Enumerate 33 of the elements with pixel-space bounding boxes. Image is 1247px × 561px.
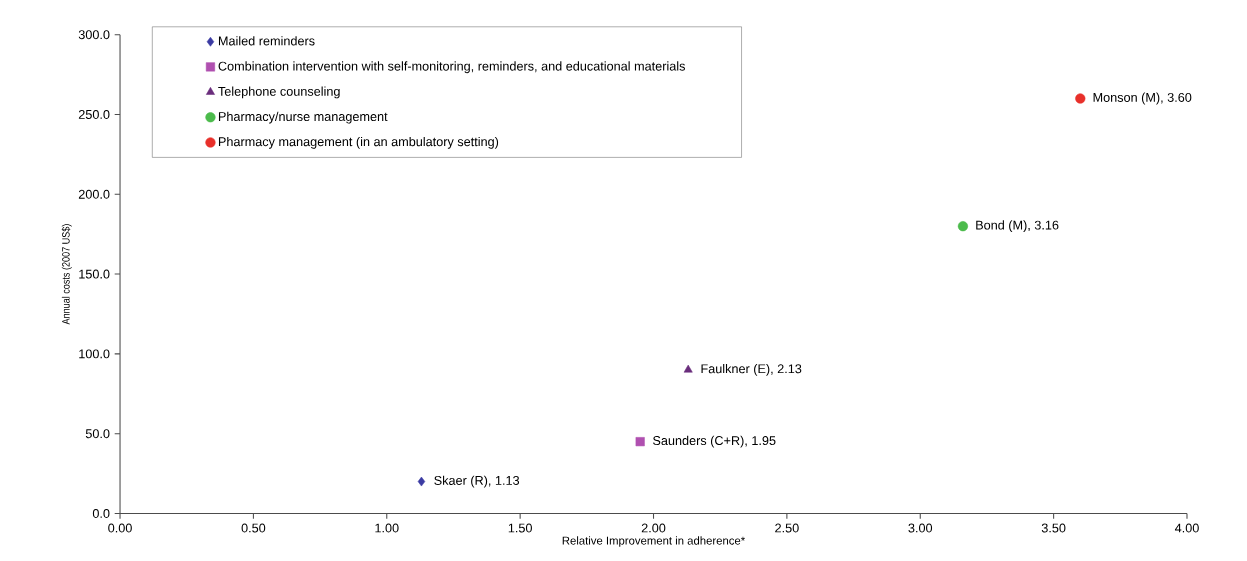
y-tick-label: 100.0 (79, 349, 110, 359)
point (417, 476, 426, 487)
x-tick-label: 2.00 (641, 523, 666, 533)
x-tick-label: 1.50 (508, 523, 532, 533)
x-tick-label: 4.00 (1174, 523, 1199, 533)
x-tick-label: 3.50 (1041, 523, 1066, 533)
legend-label: Pharmacy/nurse management (218, 111, 388, 124)
y-tick-label: 250.0 (78, 109, 110, 119)
point (957, 220, 968, 232)
y-tick-label: 300.0 (78, 29, 110, 39)
annotation: Faulkner (E), 2.13 (701, 363, 802, 376)
annotation: Bond (M), 3.16 (976, 220, 1059, 232)
annotation: Monson (M), 3.60 (1093, 92, 1192, 105)
annotation: Saunders (C+R), 1.95 (653, 435, 776, 448)
x-tick-label: 0.50 (241, 523, 266, 533)
y-tick-label: 50.0 (85, 428, 110, 438)
x-tick-label: 2.50 (775, 523, 799, 533)
y-tick-label: 0.0 (92, 508, 110, 518)
y-axis-title: Annual costs (2007 US$) (61, 224, 72, 325)
point (635, 436, 645, 446)
y-tick-label: 200.0 (78, 189, 110, 199)
x-axis-title: Relative Improvement in adherence* (562, 536, 745, 547)
legend-label: Mailed reminders (218, 35, 315, 46)
point (683, 364, 693, 373)
legend-label: Telephone counseling (218, 86, 340, 99)
x-tick-label: 3.00 (908, 523, 933, 533)
annotation: Skaer (R), 1.13 (434, 475, 520, 488)
y-tick-label: 150.0 (79, 269, 110, 279)
x-tick-label: 1.00 (375, 523, 399, 533)
legend-label: Pharmacy management (in an ambulatory setting) (218, 136, 499, 149)
point (1075, 93, 1086, 104)
x-tick-label: 0.00 (108, 523, 132, 533)
legend-label: Combination intervention with self-monitoring, reminders, and educational materials (218, 61, 685, 73)
